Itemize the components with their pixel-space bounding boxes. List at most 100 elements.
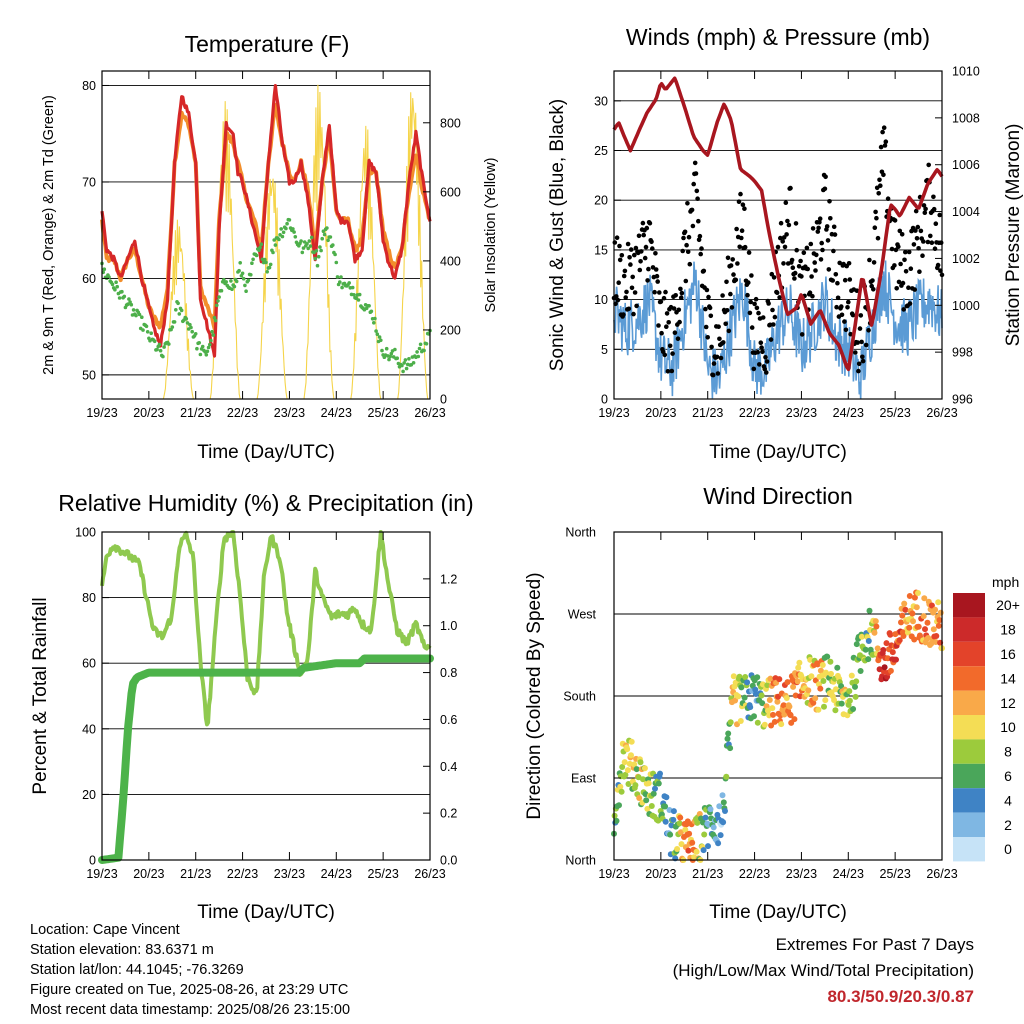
direction-point bbox=[645, 780, 652, 787]
gust-point bbox=[754, 305, 760, 311]
gust-point bbox=[794, 247, 799, 253]
gust-point bbox=[889, 246, 895, 252]
gust-point bbox=[756, 310, 761, 316]
dewpoint-point bbox=[259, 242, 264, 246]
dewpoint-point bbox=[281, 230, 286, 235]
direction-point bbox=[693, 848, 700, 855]
dewpoint-point bbox=[268, 262, 273, 267]
direction-point bbox=[736, 673, 743, 680]
gust-point bbox=[649, 239, 654, 245]
gust-point bbox=[670, 351, 675, 356]
dewpoint-point bbox=[357, 292, 362, 297]
gust-point bbox=[759, 345, 764, 350]
gust-point bbox=[898, 261, 903, 267]
gust-point bbox=[885, 196, 891, 201]
dewpoint-point bbox=[280, 234, 285, 239]
direction-point bbox=[752, 691, 759, 697]
direction-point bbox=[812, 695, 819, 702]
dewpoint-point bbox=[380, 348, 384, 353]
direction-point bbox=[715, 840, 722, 847]
insolation-curve bbox=[256, 178, 288, 400]
direction-point bbox=[732, 697, 739, 704]
temperature-title: Temperature (F) bbox=[185, 31, 350, 57]
gust-point bbox=[749, 273, 754, 278]
gust-point bbox=[799, 274, 804, 279]
dewpoint-point bbox=[388, 354, 393, 359]
direction-point bbox=[820, 678, 827, 684]
gust-point bbox=[931, 206, 937, 212]
gust-point bbox=[883, 139, 889, 144]
direction-point bbox=[735, 693, 742, 700]
dewpoint-point bbox=[179, 308, 184, 313]
gust-point bbox=[764, 359, 770, 364]
dewpoint-point bbox=[379, 338, 383, 343]
gust-point bbox=[856, 361, 862, 367]
gust-point bbox=[915, 224, 921, 230]
gust-point bbox=[790, 265, 796, 271]
gust-point bbox=[739, 235, 744, 241]
direction-point bbox=[747, 704, 754, 711]
gust-point bbox=[923, 206, 928, 212]
gust-point bbox=[763, 355, 768, 360]
gust-point bbox=[911, 242, 917, 247]
legend-label: 18 bbox=[1000, 622, 1016, 638]
direction-x-tick-label: 22/23 bbox=[739, 867, 770, 881]
extremes-values: 80.3/50.9/20.3/0.87 bbox=[827, 987, 974, 1006]
dewpoint-point bbox=[110, 282, 115, 287]
gust-point bbox=[728, 263, 734, 268]
direction-point bbox=[904, 629, 911, 636]
direction-point bbox=[911, 594, 918, 601]
winds-x-tick-label: 23/23 bbox=[786, 406, 817, 420]
direction-y-tick-label: West bbox=[568, 608, 597, 622]
gust-point bbox=[881, 172, 886, 178]
direction-point bbox=[817, 685, 824, 692]
direction-point bbox=[778, 721, 785, 728]
direction-point bbox=[616, 802, 622, 809]
direction-point bbox=[727, 719, 734, 726]
gust-point bbox=[903, 269, 909, 274]
gust-point bbox=[696, 218, 701, 224]
direction-point bbox=[794, 678, 801, 685]
gust-point bbox=[796, 264, 802, 269]
direction-point bbox=[911, 636, 918, 643]
gust-point bbox=[866, 328, 871, 333]
direction-point bbox=[817, 667, 824, 674]
dewpoint-point bbox=[338, 280, 342, 284]
direction-point bbox=[819, 662, 826, 668]
gust-point bbox=[723, 321, 728, 327]
direction-point bbox=[771, 718, 778, 725]
gust-point bbox=[874, 215, 879, 221]
gust-point bbox=[935, 262, 941, 268]
gust-point bbox=[632, 252, 637, 258]
dewpoint-point bbox=[189, 325, 193, 330]
timestamp-text: Most recent data timestamp: 2025/08/26 2… bbox=[30, 1002, 351, 1018]
direction-point bbox=[935, 622, 942, 629]
gust-point bbox=[847, 277, 853, 282]
dewpoint-point bbox=[249, 273, 253, 277]
humidity-y-tick-label: 40 bbox=[82, 722, 96, 736]
dewpoint-point bbox=[292, 230, 296, 234]
direction-point bbox=[628, 738, 635, 745]
gust-point bbox=[784, 232, 789, 237]
gust-point bbox=[675, 336, 681, 342]
direction-point bbox=[933, 633, 940, 639]
humidity-y-tick-label: 0 bbox=[89, 854, 96, 868]
dewpoint-point bbox=[170, 325, 175, 329]
legend-swatch bbox=[953, 739, 985, 764]
dewpoint-point bbox=[305, 242, 309, 246]
dewpoint-point bbox=[152, 339, 157, 344]
dewpoint-point bbox=[340, 285, 344, 290]
gust-point bbox=[666, 320, 671, 325]
direction-point bbox=[922, 626, 928, 633]
temperature-x-tick-label: 19/23 bbox=[86, 406, 117, 420]
direction-point bbox=[776, 676, 783, 683]
direction-point bbox=[792, 692, 799, 699]
temperature-x-tick-label: 26/23 bbox=[414, 406, 445, 420]
direction-point bbox=[852, 683, 858, 690]
dewpoint-point bbox=[334, 260, 339, 265]
direction-point bbox=[862, 646, 869, 653]
dewpoint-point bbox=[315, 263, 320, 268]
gust-point bbox=[753, 296, 759, 302]
dewpoint-point bbox=[374, 329, 378, 333]
dewpoint-point bbox=[307, 239, 312, 243]
